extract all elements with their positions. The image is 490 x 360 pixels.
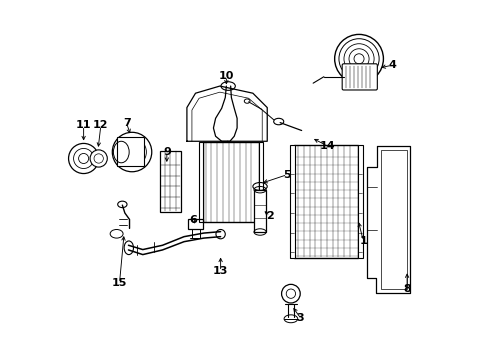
Text: 8: 8: [403, 284, 411, 294]
Bar: [188, 220, 203, 229]
Bar: [199, 141, 203, 222]
Bar: [160, 150, 181, 212]
Text: 7: 7: [123, 118, 130, 128]
Bar: [290, 145, 295, 258]
FancyBboxPatch shape: [342, 64, 377, 90]
Text: 1: 1: [360, 236, 367, 246]
Bar: [358, 145, 363, 258]
Ellipse shape: [90, 150, 107, 167]
Text: 10: 10: [219, 71, 234, 81]
Text: 14: 14: [319, 141, 335, 151]
Text: 4: 4: [388, 60, 396, 70]
Bar: [203, 141, 259, 222]
Bar: [294, 145, 358, 258]
Text: 15: 15: [112, 278, 127, 288]
Text: 12: 12: [93, 121, 109, 130]
Text: 3: 3: [297, 313, 304, 323]
Text: 11: 11: [76, 121, 91, 130]
Bar: [254, 190, 266, 232]
Ellipse shape: [112, 132, 152, 172]
Text: 5: 5: [284, 170, 291, 180]
Ellipse shape: [282, 284, 300, 303]
Ellipse shape: [69, 143, 98, 174]
Bar: [117, 137, 144, 166]
Text: 2: 2: [266, 211, 274, 221]
Bar: [381, 150, 407, 289]
Text: 13: 13: [213, 266, 228, 276]
Text: 6: 6: [189, 215, 197, 225]
Bar: [259, 141, 263, 222]
Ellipse shape: [335, 35, 383, 83]
Text: 9: 9: [163, 147, 171, 157]
